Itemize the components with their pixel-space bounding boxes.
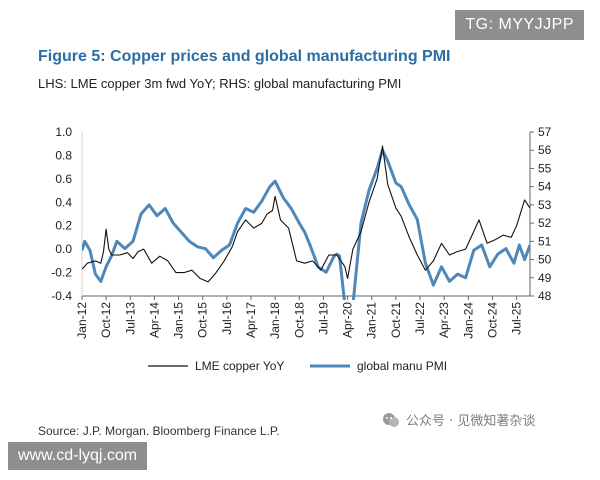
right-tick-label: 56 xyxy=(538,143,552,157)
x-tick-label: Oct-21 xyxy=(389,302,403,338)
x-axis-ticks: Jan-12 Oct-12 Jul-13 Apr-14 Jan-15 Oct-15 Jul-… xyxy=(75,296,524,339)
x-tick-label: Jul-16 xyxy=(220,302,234,335)
legend-label-copper: LME copper YoY xyxy=(195,359,284,373)
legend-label-pmi: global manu PMI xyxy=(357,359,447,373)
telegram-badge: TG: MYYJJPP xyxy=(455,10,584,40)
x-tick-label: Oct-18 xyxy=(292,302,306,338)
left-tick-label: -0.4 xyxy=(51,289,72,303)
x-tick-label: Oct-15 xyxy=(196,302,210,338)
x-tick-label: Jul-25 xyxy=(510,302,524,335)
left-tick-label: 0.6 xyxy=(55,172,72,186)
right-axis-ticks: 57 56 55 54 53 52 51 50 49 48 xyxy=(530,125,552,303)
x-tick-label: Jul-13 xyxy=(123,302,137,335)
left-tick-label: 0.0 xyxy=(55,242,72,256)
left-tick-label: 0.4 xyxy=(55,195,72,209)
wechat-watermark: 公众号 · 见微知著杂谈 xyxy=(382,410,535,429)
left-tick-label: 1.0 xyxy=(55,125,72,139)
right-tick-label: 49 xyxy=(538,271,552,285)
chart-series xyxy=(82,145,530,300)
x-tick-label: Oct-24 xyxy=(485,302,499,338)
right-tick-label: 53 xyxy=(538,198,552,212)
x-tick-label: Apr-23 xyxy=(437,302,451,338)
right-tick-label: 48 xyxy=(538,289,552,303)
x-tick-label: Jan-12 xyxy=(75,302,89,339)
series-line-global-manu-pmi xyxy=(82,148,530,300)
x-tick-label: Jan-18 xyxy=(268,302,282,339)
right-tick-label: 54 xyxy=(538,180,552,194)
figure-subtitle: LHS: LME copper 3m fwd YoY; RHS: global … xyxy=(38,76,402,91)
right-tick-label: 55 xyxy=(538,161,552,175)
x-tick-label: Jan-24 xyxy=(461,302,475,339)
chart-legend: LME copper YoY global manu PMI xyxy=(148,359,447,373)
right-tick-label: 50 xyxy=(538,253,552,267)
series-line-lme-copper-yoy xyxy=(82,145,530,283)
left-axis-ticks: 1.0 0.8 0.6 0.4 0.2 0.0 -0.2 -0.4 xyxy=(51,125,72,303)
source-note: Source: J.P. Morgan. Bloomberg Finance L… xyxy=(38,424,280,438)
right-tick-label: 57 xyxy=(538,125,552,139)
chart: 1.00.80.60.40.20.0-0.2-0.4 5756555453525… xyxy=(51,125,552,373)
right-tick-label: 52 xyxy=(538,216,552,230)
x-tick-label: Oct-12 xyxy=(99,302,113,338)
x-tick-label: Jan-15 xyxy=(172,302,186,339)
x-tick-label: Jan-21 xyxy=(365,302,379,339)
right-tick-label: 51 xyxy=(538,234,552,248)
left-tick-label: -0.2 xyxy=(51,266,72,280)
x-tick-label: Apr-20 xyxy=(341,302,355,338)
watermark-text: 公众号 · 见微知著杂谈 xyxy=(406,414,536,429)
x-tick-label: Jul-19 xyxy=(316,302,330,335)
left-tick-label: 0.2 xyxy=(55,219,72,233)
x-tick-label: Apr-14 xyxy=(147,302,161,338)
figure-title: Figure 5: Copper prices and global manuf… xyxy=(38,48,451,65)
x-tick-label: Apr-17 xyxy=(244,302,258,338)
wechat-icon xyxy=(383,412,399,427)
website-badge: www.cd-lyqj.com xyxy=(8,442,148,470)
chart-axes xyxy=(81,132,531,297)
x-tick-label: Jul-22 xyxy=(413,302,427,335)
left-tick-label: 0.8 xyxy=(55,148,72,162)
